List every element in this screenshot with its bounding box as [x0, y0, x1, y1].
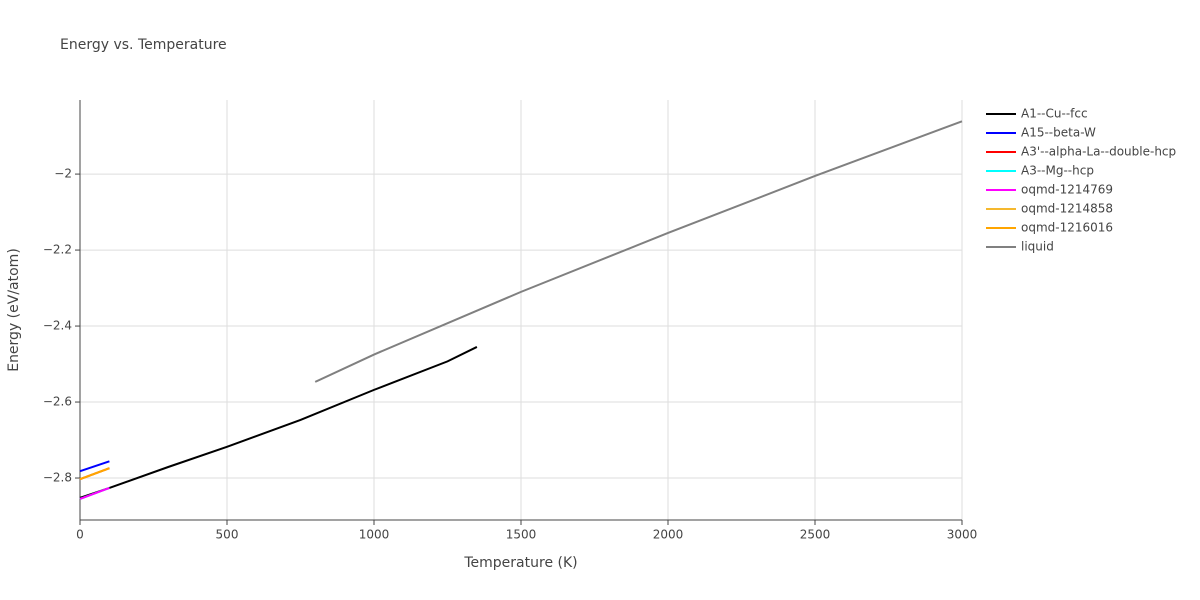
- x-tick-label: 2500: [800, 528, 831, 542]
- series-line: [79, 346, 478, 499]
- legend-label: liquid: [1021, 240, 1054, 254]
- chart-title: Energy vs. Temperature: [60, 37, 227, 53]
- x-tick-label: 500: [216, 528, 239, 542]
- y-tick-label: −2.2: [43, 243, 72, 257]
- legend-label: A3'--alpha-La--double-hcp: [1021, 145, 1176, 159]
- legend-label: A3--Mg--hcp: [1021, 164, 1094, 178]
- series-line: [79, 486, 110, 500]
- series-line: [314, 120, 963, 383]
- series-line: [79, 467, 110, 481]
- x-axis-label: Temperature (K): [463, 555, 577, 571]
- x-tick-label: 2000: [653, 528, 684, 542]
- y-tick-label: −2.8: [43, 471, 72, 485]
- x-tick-label: 3000: [947, 528, 978, 542]
- x-tick-label: 0: [76, 528, 84, 542]
- y-tick-label: −2: [54, 167, 72, 181]
- legend-label: oqmd-1214858: [1021, 202, 1113, 216]
- legend-label: oqmd-1214769: [1021, 183, 1113, 197]
- x-tick-label: 1000: [359, 528, 390, 542]
- y-tick-label: −2.4: [43, 319, 72, 333]
- y-tick-label: −2.6: [43, 395, 72, 409]
- legend-label: A1--Cu--fcc: [1021, 107, 1088, 121]
- y-axis-label: Energy (eV/atom): [6, 248, 22, 372]
- legend-label: oqmd-1216016: [1021, 221, 1113, 235]
- series-line: [79, 460, 110, 473]
- legend-label: A15--beta-W: [1021, 126, 1096, 140]
- x-tick-label: 1500: [506, 528, 537, 542]
